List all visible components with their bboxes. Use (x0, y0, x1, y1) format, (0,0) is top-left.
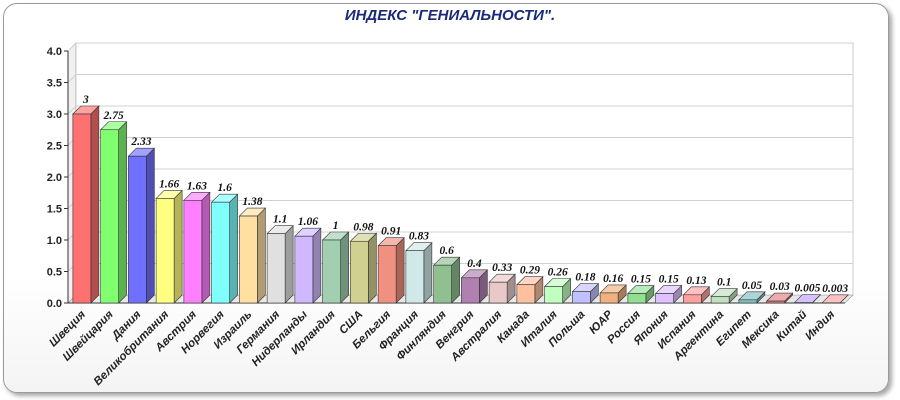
data-label: 1.66 (159, 178, 179, 190)
bar (128, 155, 147, 304)
data-label: 0.15 (659, 274, 679, 286)
data-label: 0.15 (631, 274, 651, 286)
bar-side (229, 193, 238, 304)
data-label: 0.6 (439, 245, 454, 257)
data-label: 1.1 (273, 214, 287, 226)
bar (100, 129, 119, 304)
y-tick-label: 2.0 (47, 172, 62, 184)
gridline-side (67, 105, 77, 115)
bar (350, 240, 369, 304)
bar (516, 284, 536, 304)
data-label: 0.98 (353, 221, 373, 233)
data-label: 0.05 (742, 280, 762, 292)
x-tick-label: Индия (803, 308, 837, 342)
bar-side (257, 207, 266, 304)
data-label: 0.4 (467, 258, 482, 270)
data-label: 1.38 (242, 196, 262, 208)
bar (72, 113, 92, 304)
bar-side (368, 232, 377, 304)
data-label: 0.33 (492, 262, 512, 274)
bar-side (201, 191, 211, 304)
data-label: 0.16 (603, 273, 623, 285)
bar-side (90, 105, 100, 304)
bar-side (118, 121, 127, 304)
data-label: 0.83 (409, 231, 429, 243)
data-label: 2.75 (103, 110, 124, 122)
bar (239, 215, 258, 304)
bar (405, 250, 425, 304)
y-tick-label: 2.5 (47, 141, 62, 153)
y-tick-label: 4.0 (47, 46, 62, 58)
bar (599, 292, 619, 304)
bar-side (423, 241, 433, 304)
bar (655, 293, 674, 304)
data-label: 1.06 (298, 216, 318, 228)
bar-side (395, 236, 405, 304)
data-label: 0.003 (822, 283, 848, 295)
bar (433, 264, 452, 304)
data-label: 0.13 (686, 275, 706, 287)
gridline-side (67, 74, 77, 83)
data-label: 0.03 (770, 281, 790, 293)
bar (488, 281, 508, 304)
bar (627, 293, 647, 304)
bar (155, 198, 175, 304)
y-tick-label: 0.0 (47, 298, 62, 310)
y-tick-label: 3.0 (47, 109, 62, 121)
bar (683, 294, 702, 304)
bar (710, 296, 730, 304)
data-label: 1.63 (187, 180, 207, 192)
bar (738, 299, 758, 304)
bar (211, 201, 230, 304)
y-tick-label: 1.0 (47, 235, 62, 247)
x-tick-label: Китай (774, 309, 809, 344)
bar (766, 300, 785, 304)
bar (322, 239, 341, 304)
bar-side (173, 189, 183, 304)
bar (377, 245, 397, 304)
bar-side (312, 227, 322, 304)
bar-side (284, 224, 294, 304)
bar (294, 235, 314, 304)
y-tick-label: 3.5 (47, 78, 62, 90)
data-label: 2.33 (130, 136, 151, 148)
bar (461, 277, 480, 304)
bar (266, 233, 286, 304)
data-label: 1.6 (217, 182, 232, 194)
bar (183, 200, 203, 304)
data-label: 1 (333, 220, 339, 232)
y-tick-label: 1.5 (47, 204, 62, 216)
y-tick-label: 0.5 (47, 267, 62, 279)
data-label: 0.005 (794, 283, 820, 295)
data-label: 3 (82, 94, 89, 106)
gridline-side (67, 42, 77, 52)
bar (572, 291, 591, 304)
chart-title: ИНДЕКС "ГЕНИАЛЬНОСТИ". (344, 7, 556, 24)
data-label: 0.29 (520, 265, 540, 277)
bar-side (340, 231, 349, 304)
data-label: 0.18 (575, 272, 595, 284)
bar (544, 286, 563, 304)
data-label: 0.1 (717, 277, 731, 289)
data-label: 0.26 (548, 267, 568, 279)
data-label: 0.91 (381, 226, 401, 238)
bar-side (146, 147, 155, 304)
